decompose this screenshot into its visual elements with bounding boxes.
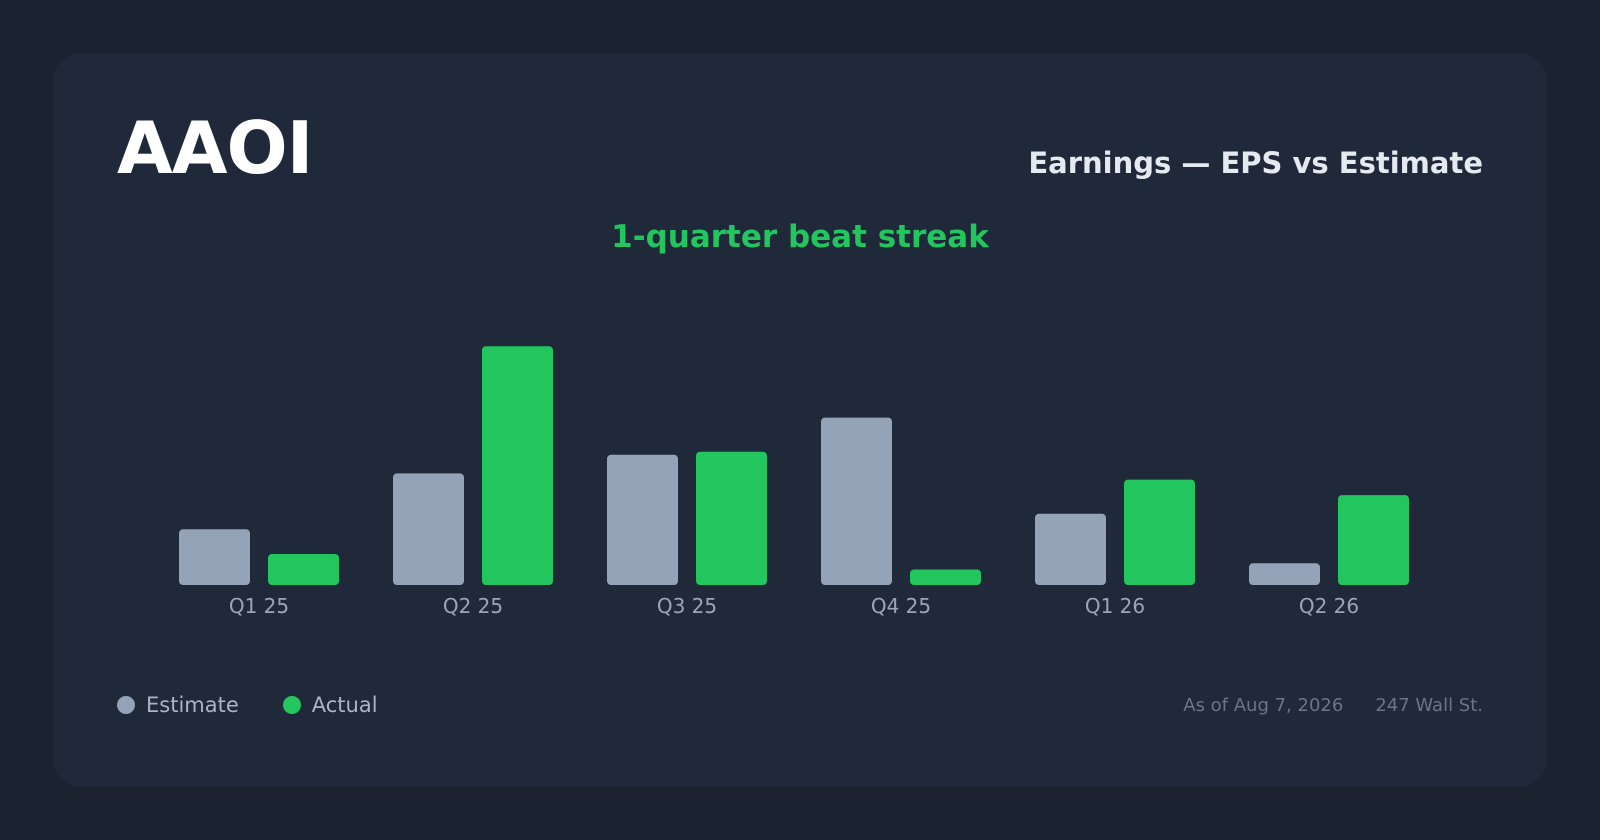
bar-estimate-q3-25 xyxy=(607,454,678,585)
as-of-date: As of Aug 7, 2026 xyxy=(1183,695,1344,716)
x-tick-label: Q4 25 xyxy=(871,594,931,618)
bar-estimate-q2-26 xyxy=(1249,563,1320,585)
estimate-swatch-icon xyxy=(117,696,135,714)
legend-label-actual: Actual xyxy=(311,693,378,717)
x-tick-label: Q1 26 xyxy=(1085,594,1145,618)
x-tick-label: Q3 25 xyxy=(657,594,717,618)
bar-actual-q3-25 xyxy=(696,451,767,585)
eps-bar-chart: Q1 25 Q2 25 Q3 25 Q4 25 Q1 26 Q2 26 xyxy=(179,346,1409,618)
bar-actual-q2-26 xyxy=(1338,495,1409,585)
earnings-card: AAOI Earnings — EPS vs Estimate 1-quarte… xyxy=(53,53,1547,787)
bar-actual-q1-26 xyxy=(1124,479,1195,585)
legend-item-estimate: Estimate xyxy=(117,693,239,717)
legend-label-estimate: Estimate xyxy=(146,693,239,717)
source-label: 247 Wall St. xyxy=(1375,695,1483,716)
beat-streak-subtitle: 1-quarter beat streak xyxy=(611,219,989,255)
bar-actual-q1-25 xyxy=(268,554,339,585)
x-tick-label: Q2 25 xyxy=(443,594,503,618)
legend-item-actual: Actual xyxy=(282,693,378,717)
bar-actual-q4-25 xyxy=(910,569,981,585)
x-tick-label: Q2 26 xyxy=(1299,594,1359,618)
bar-estimate-q1-26 xyxy=(1035,513,1106,585)
x-tick-label: Q1 25 xyxy=(229,594,289,618)
chart-title: Earnings — EPS vs Estimate xyxy=(1028,146,1483,180)
actual-swatch-icon xyxy=(282,696,301,714)
chart-footer: As of Aug 7, 2026 247 Wall St. xyxy=(1183,693,1483,719)
bar-actual-q2-25 xyxy=(482,346,553,585)
bar-estimate-q4-25 xyxy=(821,417,892,585)
bar-estimate-q2-25 xyxy=(393,473,464,585)
bar-estimate-q1-25 xyxy=(179,529,250,585)
ticker-symbol: AAOI xyxy=(117,106,313,190)
chart-legend: Estimate Actual xyxy=(117,693,422,717)
